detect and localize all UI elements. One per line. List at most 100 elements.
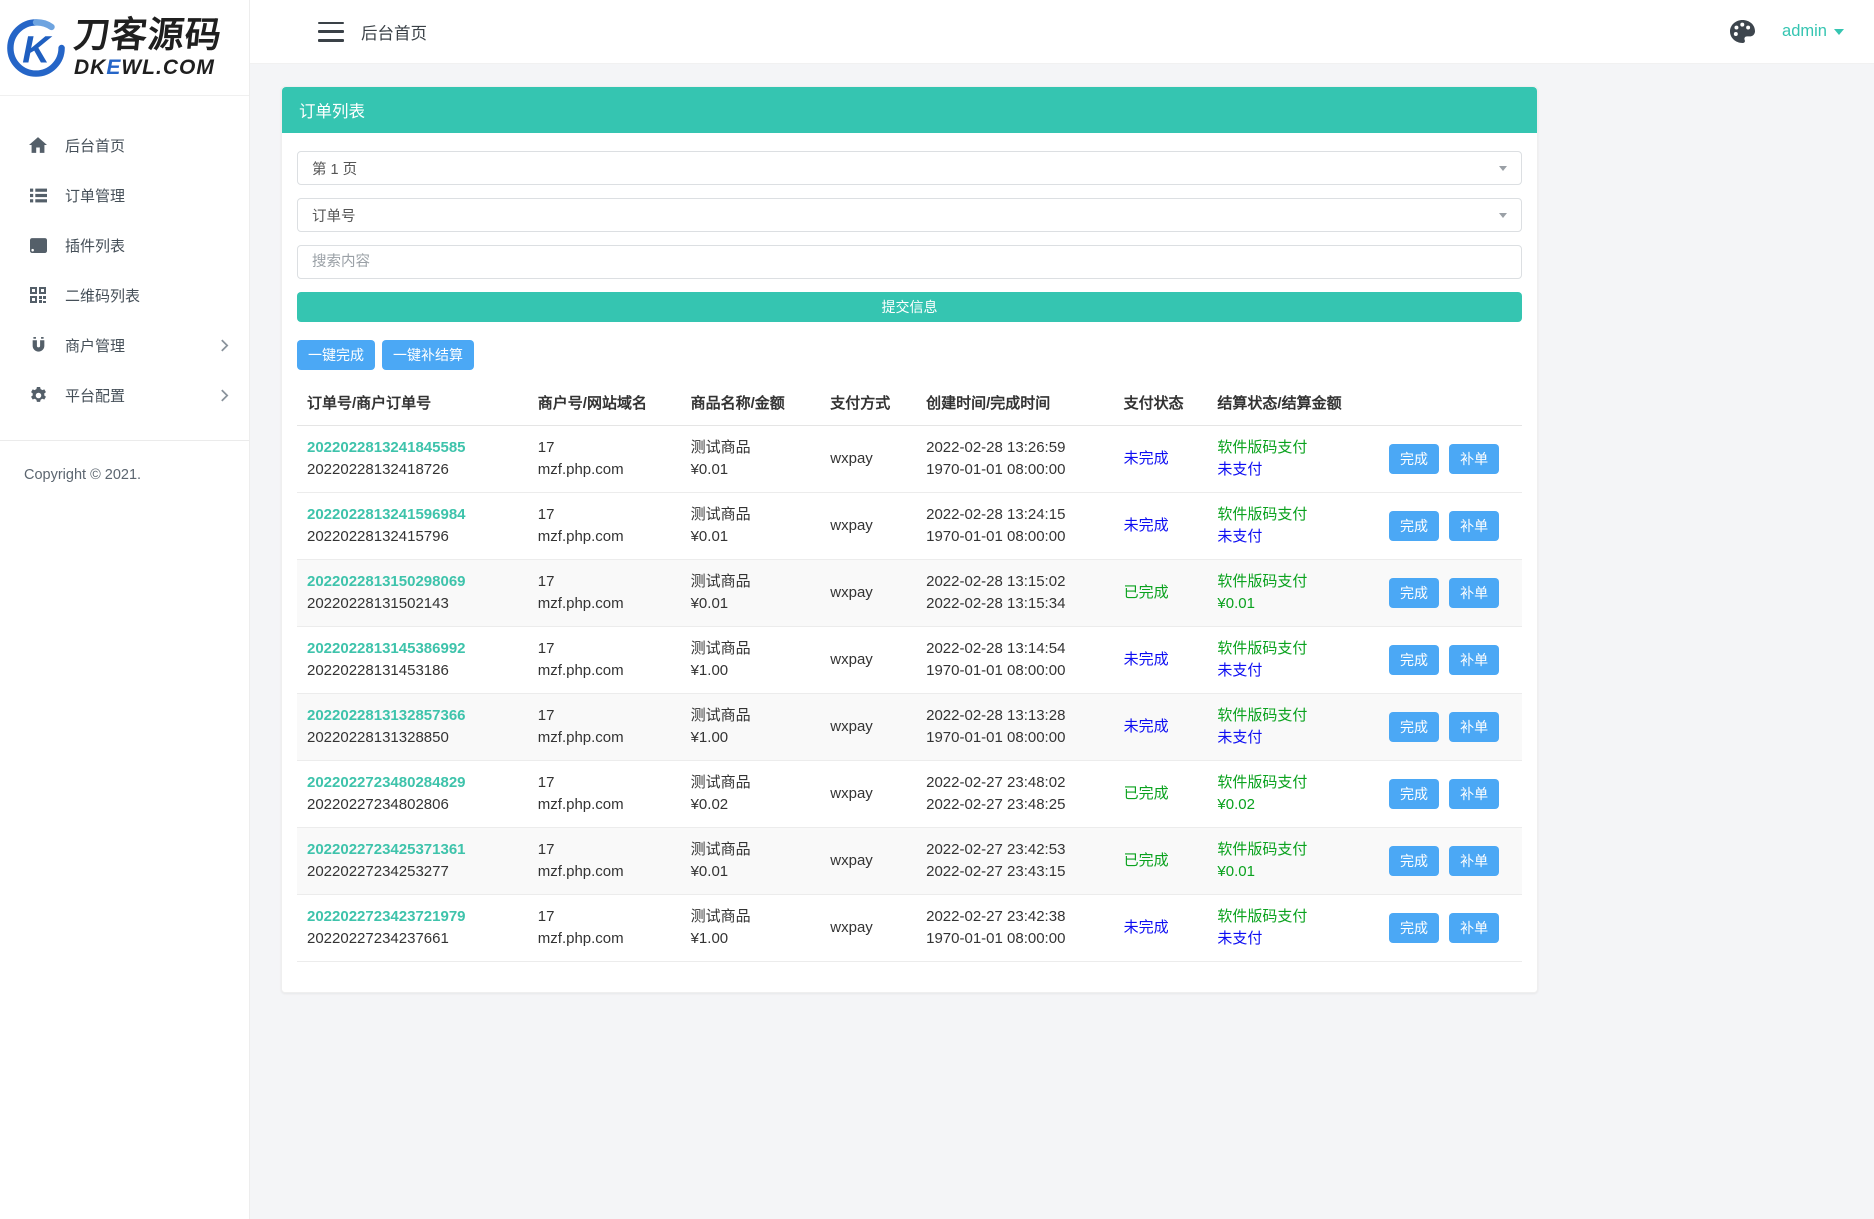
theme-palette-icon[interactable]: [1730, 19, 1756, 45]
supplement-order-button[interactable]: 补单: [1449, 913, 1500, 943]
chevron-right-icon: [221, 338, 229, 352]
sidebar-item-plugins[interactable]: 插件列表: [0, 220, 249, 270]
finished-time: 1970-01-01 08:00:00: [926, 729, 1066, 746]
product-amount: ¥1.00: [690, 729, 729, 746]
magnet-icon: [28, 336, 48, 354]
product-name: 测试商品: [690, 841, 751, 858]
product-amount: ¥0.01: [690, 595, 729, 612]
created-time: 2022-02-28 13:24:15: [926, 506, 1066, 523]
sidebar-item-merchants[interactable]: 商户管理: [0, 320, 249, 370]
complete-order-button[interactable]: 完成: [1388, 444, 1439, 474]
sidebar-item-label: 订单管理: [65, 187, 126, 205]
merchant-order-number: 20220228132418726: [307, 461, 449, 478]
sidebar-item-platform-config[interactable]: 平台配置: [0, 370, 249, 420]
complete-order-button[interactable]: 完成: [1388, 913, 1439, 943]
settle-status-line1: 软件版码支付: [1217, 707, 1308, 724]
complete-order-button[interactable]: 完成: [1388, 511, 1439, 541]
finished-time: 2022-02-27 23:43:15: [926, 863, 1066, 880]
created-time: 2022-02-28 13:14:54: [926, 640, 1066, 657]
product-name: 测试商品: [690, 573, 751, 590]
sidebar-item-qrcodes[interactable]: 二维码列表: [0, 270, 249, 320]
order-number-link[interactable]: 2022022723423721979: [307, 908, 466, 925]
sidebar-item-label: 插件列表: [65, 237, 126, 255]
col-merchant: 商户号/网站域名: [527, 376, 681, 426]
pay-status-badge: 未完成: [1123, 517, 1169, 534]
site-domain: mzf.php.com: [537, 930, 624, 947]
sidebar-nav: 后台首页 订单管理 插件列表 二维码列表: [0, 96, 249, 420]
complete-order-button[interactable]: 完成: [1388, 578, 1439, 608]
pay-method: wxpay: [830, 852, 873, 869]
order-table-body: 2022022813241845585 20220228132418726 17…: [297, 425, 1522, 962]
complete-order-button[interactable]: 完成: [1388, 712, 1439, 742]
supplement-order-button[interactable]: 补单: [1449, 578, 1500, 608]
chevron-right-icon: [221, 388, 229, 402]
bulk-settle-button[interactable]: 一键补结算: [382, 340, 474, 370]
submit-button[interactable]: 提交信息: [297, 292, 1522, 322]
sidebar-divider: [0, 440, 249, 441]
pay-method: wxpay: [830, 450, 873, 467]
pay-method: wxpay: [830, 584, 873, 601]
site-domain: mzf.php.com: [537, 662, 624, 679]
complete-order-button[interactable]: 完成: [1388, 846, 1439, 876]
order-number-link[interactable]: 2022022813241596984: [307, 506, 466, 523]
product-amount: ¥1.00: [690, 930, 729, 947]
pay-method: wxpay: [830, 919, 873, 936]
table-row: 2022022813145386992 20220228131453186 17…: [297, 626, 1522, 694]
complete-order-button[interactable]: 完成: [1388, 645, 1439, 675]
created-time: 2022-02-28 13:13:28: [926, 707, 1066, 724]
search-field-select[interactable]: 订单号: [297, 198, 1522, 232]
pay-status-badge: 已完成: [1123, 852, 1169, 869]
merchant-order-number: 20220227234802806: [307, 796, 449, 813]
search-input[interactable]: [297, 245, 1522, 279]
supplement-order-button[interactable]: 补单: [1449, 511, 1500, 541]
page-select[interactable]: 第 1 页: [297, 151, 1522, 185]
col-times: 创建时间/完成时间: [916, 376, 1114, 426]
table-row: 2022022723423721979 20220227234237661 17…: [297, 894, 1522, 962]
pay-status-badge: 未完成: [1123, 718, 1169, 735]
sidebar-item-dashboard[interactable]: 后台首页: [0, 120, 249, 170]
supplement-order-button[interactable]: 补单: [1449, 444, 1500, 474]
sidebar-item-orders[interactable]: 订单管理: [0, 170, 249, 220]
order-number-link[interactable]: 2022022813241845585: [307, 439, 466, 456]
merchant-id: 17: [537, 640, 555, 657]
sidebar-toggle-icon[interactable]: [318, 21, 344, 42]
settle-status-line2: ¥0.02: [1217, 796, 1255, 813]
user-dropdown[interactable]: admin: [1782, 22, 1844, 41]
product-name: 测试商品: [690, 439, 751, 456]
merchant-id: 17: [537, 439, 555, 456]
order-number-link[interactable]: 2022022723480284829: [307, 774, 466, 791]
table-row: 2022022723480284829 20220227234802806 17…: [297, 760, 1522, 828]
settle-status-line2: 未支付: [1217, 662, 1263, 679]
username-text: admin: [1782, 22, 1827, 40]
product-amount: ¥0.01: [690, 461, 729, 478]
pay-status-badge: 未完成: [1123, 651, 1169, 668]
orders-table: 订单号/商户订单号 商户号/网站域名 商品名称/金额 支付方式 创建时间/完成时…: [297, 376, 1522, 962]
pay-method: wxpay: [830, 517, 873, 534]
created-time: 2022-02-27 23:42:38: [926, 908, 1066, 925]
table-row: 2022022813241596984 20220228132415796 17…: [297, 492, 1522, 560]
list-icon: [28, 186, 48, 204]
settle-status-line2: ¥0.01: [1217, 863, 1255, 880]
order-number-link[interactable]: 2022022813132857366: [307, 707, 466, 724]
col-actions: [1378, 376, 1522, 426]
product-amount: ¥1.00: [690, 662, 729, 679]
product-amount: ¥0.01: [690, 863, 729, 880]
finished-time: 1970-01-01 08:00:00: [926, 662, 1066, 679]
supplement-order-button[interactable]: 补单: [1449, 645, 1500, 675]
col-settle-status: 结算状态/结算金额: [1207, 376, 1379, 426]
complete-order-button[interactable]: 完成: [1388, 779, 1439, 809]
product-amount: ¥0.01: [690, 528, 729, 545]
order-number-link[interactable]: 2022022813145386992: [307, 640, 466, 657]
product-name: 测试商品: [690, 774, 751, 791]
bulk-complete-button[interactable]: 一键完成: [297, 340, 375, 370]
order-number-link[interactable]: 2022022813150298069: [307, 573, 466, 590]
supplement-order-button[interactable]: 补单: [1449, 712, 1500, 742]
product-name: 测试商品: [690, 640, 751, 657]
created-time: 2022-02-28 13:15:02: [926, 573, 1066, 590]
brand-title: 刀客源码: [71, 14, 225, 55]
order-number-link[interactable]: 2022022723425371361: [307, 841, 466, 858]
supplement-order-button[interactable]: 补单: [1449, 779, 1500, 809]
settle-status-line2: 未支付: [1217, 930, 1263, 947]
supplement-order-button[interactable]: 补单: [1449, 846, 1500, 876]
